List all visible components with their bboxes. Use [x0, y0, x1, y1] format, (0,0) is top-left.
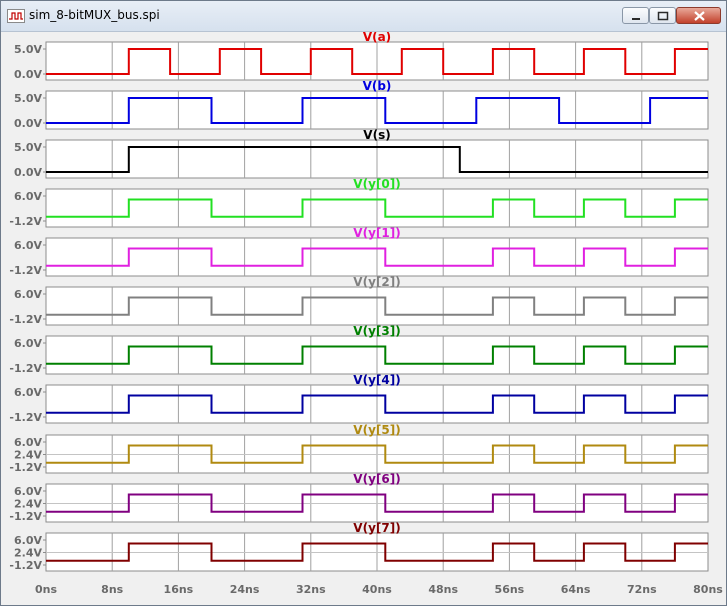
- waveform-chart: 5.0V 0.0V V(a) 5.0V 0.0V V(b) 5.0V 0.0V V(s) 6.0V…: [9, 32, 723, 596]
- x-tick-label: 40ns: [362, 583, 392, 596]
- trace-line: [46, 345, 708, 365]
- pane-1[interactable]: 5.0V 0.0V V(a): [14, 32, 709, 81]
- y-tick-label: 5.0V: [14, 92, 42, 105]
- trace-label[interactable]: V(b): [363, 79, 392, 93]
- close-button[interactable]: [676, 7, 721, 24]
- trace-label[interactable]: V(a): [363, 32, 391, 44]
- trace-line: [46, 296, 708, 316]
- pane-10[interactable]: 6.0V2.4V-1.2V V(y[6]): [9, 472, 709, 523]
- x-tick-label: 24ns: [230, 583, 260, 596]
- y-tick-label: 0.0V: [14, 68, 42, 81]
- trace-label[interactable]: V(y[7]): [353, 521, 400, 535]
- trace-line: [46, 198, 708, 218]
- pane-7[interactable]: 6.0V -1.2V V(y[3]): [9, 324, 709, 375]
- trace-label[interactable]: V(y[4]): [353, 373, 400, 387]
- y-tick-label: -1.2V: [9, 559, 42, 572]
- y-tick-label: 6.0V: [14, 534, 42, 547]
- title-bar[interactable]: sim_8-bitMUX_bus.spi: [1, 1, 726, 32]
- waveform-icon: [7, 9, 25, 23]
- y-tick-label: -1.2V: [9, 264, 42, 277]
- y-tick-label: 6.0V: [14, 485, 42, 498]
- trace-label[interactable]: V(y[3]): [353, 324, 400, 338]
- y-tick-label: -1.2V: [9, 362, 42, 375]
- pane-3[interactable]: 5.0V 0.0V V(s): [14, 128, 709, 179]
- x-tick-label: 64ns: [561, 583, 591, 596]
- y-tick-label: 0.0V: [14, 117, 42, 130]
- y-tick-label: -1.2V: [9, 313, 42, 326]
- x-tick-label: 8ns: [101, 583, 123, 596]
- x-tick-label: 56ns: [495, 583, 525, 596]
- trace-line: [46, 542, 708, 562]
- maximize-icon: [657, 11, 669, 21]
- pane-5[interactable]: 6.0V -1.2V V(y[1]): [9, 226, 709, 277]
- y-tick-label: -1.2V: [9, 411, 42, 424]
- maximize-button[interactable]: [649, 7, 676, 24]
- x-tick-label: 32ns: [296, 583, 326, 596]
- x-tick-label: 16ns: [164, 583, 194, 596]
- pane-9[interactable]: 6.0V2.4V-1.2V V(y[5]): [9, 423, 709, 474]
- y-tick-label: 5.0V: [14, 43, 42, 56]
- y-tick-label: -1.2V: [9, 215, 42, 228]
- y-tick-label: 6.0V: [14, 386, 42, 399]
- y-tick-label: 6.0V: [14, 190, 42, 203]
- y-tick-label: 2.4V: [14, 449, 42, 462]
- y-tick-label: 2.4V: [14, 498, 42, 511]
- pane-2[interactable]: 5.0V 0.0V V(b): [14, 79, 709, 130]
- trace-label[interactable]: V(y[0]): [353, 177, 400, 191]
- y-tick-label: 0.0V: [14, 166, 42, 179]
- minimize-icon: [632, 18, 640, 20]
- y-tick-label: 2.4V: [14, 547, 42, 560]
- y-tick-label: -1.2V: [9, 510, 42, 523]
- y-tick-label: 5.0V: [14, 141, 42, 154]
- trace-line: [46, 444, 708, 464]
- x-tick-label: 72ns: [627, 583, 657, 596]
- trace-line: [46, 394, 708, 414]
- trace-label[interactable]: V(y[2]): [353, 275, 400, 289]
- window-title: sim_8-bitMUX_bus.spi: [29, 8, 160, 22]
- x-tick-label: 80ns: [693, 583, 723, 596]
- y-tick-label: 6.0V: [14, 436, 42, 449]
- trace-line: [46, 146, 708, 173]
- trace-label[interactable]: V(s): [363, 128, 390, 142]
- y-tick-label: -1.2V: [9, 461, 42, 474]
- trace-line: [46, 97, 708, 124]
- trace-label[interactable]: V(y[1]): [353, 226, 400, 240]
- close-icon: [694, 11, 705, 21]
- trace-line: [46, 493, 708, 513]
- pane-6[interactable]: 6.0V -1.2V V(y[2]): [9, 275, 709, 326]
- trace-line: [46, 48, 708, 75]
- y-tick-label: 6.0V: [14, 239, 42, 252]
- x-tick-label: 48ns: [428, 583, 458, 596]
- minimize-button[interactable]: [622, 7, 649, 24]
- y-tick-label: 6.0V: [14, 337, 42, 350]
- x-axis: 0ns 8ns 16ns 24ns 32ns 40ns 48ns 56ns 64ns 72ns 80…: [35, 583, 723, 596]
- plot-area: 5.0V 0.0V V(a) 5.0V 0.0V V(b) 5.0V 0.0V V(s) 6.0V…: [1, 32, 726, 605]
- trace-label[interactable]: V(y[5]): [353, 423, 400, 437]
- trace-label[interactable]: V(y[6]): [353, 472, 400, 486]
- pane-4[interactable]: 6.0V -1.2V V(y[0]): [9, 177, 709, 228]
- y-tick-label: 6.0V: [14, 288, 42, 301]
- trace-line: [46, 247, 708, 267]
- pane-8[interactable]: 6.0V -1.2V V(y[4]): [9, 373, 709, 424]
- x-tick-label: 0ns: [35, 583, 57, 596]
- pane-11[interactable]: 6.0V2.4V-1.2V V(y[7]): [9, 521, 709, 572]
